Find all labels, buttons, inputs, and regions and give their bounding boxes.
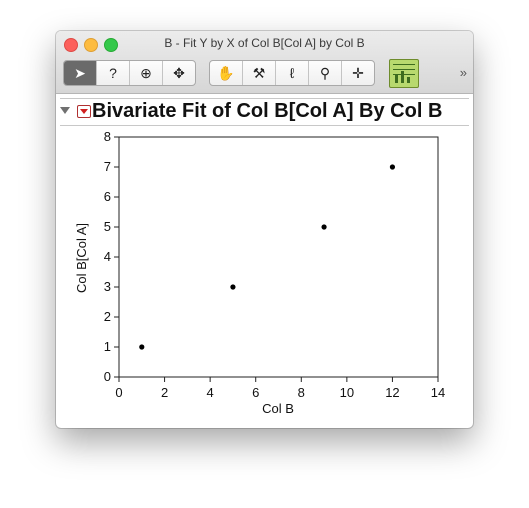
x-tick-label: 0	[115, 385, 122, 400]
x-tick-label: 4	[207, 385, 214, 400]
plot-frame[interactable]	[118, 136, 439, 378]
x-tick-label: 12	[385, 385, 399, 400]
y-tick-label: 1	[104, 339, 111, 354]
lasso-tool[interactable]: ℓ	[276, 61, 309, 85]
close-window-button[interactable]	[64, 38, 78, 52]
toolbar-overflow-chevron-icon[interactable]: »	[459, 65, 467, 80]
graph-builder-button[interactable]	[389, 59, 419, 88]
x-axis-title: Col B	[262, 401, 294, 416]
x-tick-label: 8	[298, 385, 305, 400]
zoom-window-button[interactable]	[104, 38, 118, 52]
tool-group-interaction: ✋ ⚒ ℓ ⚲ ✛	[209, 60, 375, 86]
report-title: Bivariate Fit of Col B[Col A] By Col B	[92, 100, 443, 122]
y-tick-label: 4	[104, 249, 111, 264]
crosshair-tool[interactable]: ✛	[342, 61, 374, 85]
x-tick-label: 10	[340, 385, 354, 400]
y-tick-label: 2	[104, 309, 111, 324]
lasso-icon: ℓ	[289, 65, 295, 81]
hand-icon: ✋	[217, 64, 235, 81]
disclosure-triangle-icon[interactable]	[60, 107, 70, 114]
magnifier-tool[interactable]: ⚲	[309, 61, 342, 85]
x-tick-label: 2	[161, 385, 168, 400]
y-tick-label: 6	[104, 189, 111, 204]
x-tick-label: 14	[431, 385, 445, 400]
data-point[interactable]	[139, 344, 145, 350]
data-point[interactable]	[321, 224, 327, 230]
data-point[interactable]	[230, 284, 236, 290]
data-point[interactable]	[389, 164, 396, 170]
magnifier-icon: ⚲	[319, 64, 331, 81]
report-outline-header: Bivariate Fit of Col B[Col A] By Col B	[60, 98, 469, 126]
crosshair-icon: ✛	[352, 64, 364, 81]
fit-y-by-x-window: B - Fit Y by X of Col B[Col A] by Col B …	[56, 31, 473, 428]
selection-crosshair-icon: ⊕	[140, 64, 152, 81]
grabber-tool[interactable]: ✋	[210, 61, 243, 85]
minimize-window-button[interactable]	[84, 38, 98, 52]
y-axis-title: Col B[Col A]	[74, 223, 89, 293]
y-tick-label: 0	[104, 369, 111, 384]
scroller-tool[interactable]: ✥	[163, 61, 195, 85]
arrow-icon: ➤	[74, 64, 86, 81]
window-title: B - Fit Y by X of Col B[Col A] by Col B	[164, 36, 365, 50]
arrow-tool[interactable]: ➤	[64, 61, 97, 85]
y-tick-label: 3	[104, 279, 111, 294]
y-tick-label: 5	[104, 219, 111, 234]
help-tool[interactable]: ?	[97, 61, 130, 85]
brush-tool[interactable]: ⚒	[243, 61, 276, 85]
y-tick-label: 7	[104, 159, 111, 174]
move-icon: ✥	[173, 64, 185, 81]
help-icon: ?	[109, 65, 117, 81]
selection-tool[interactable]: ⊕	[130, 61, 163, 85]
brush-icon: ⚒	[252, 64, 266, 81]
tool-group-pointer: ➤? ⊕ ✥	[63, 60, 196, 86]
x-tick-label: 6	[252, 385, 259, 400]
title-bar[interactable]: B - Fit Y by X of Col B[Col A] by Col B …	[56, 31, 473, 94]
y-tick-label: 8	[104, 129, 111, 144]
red-triangle-menu-icon[interactable]	[77, 105, 91, 118]
